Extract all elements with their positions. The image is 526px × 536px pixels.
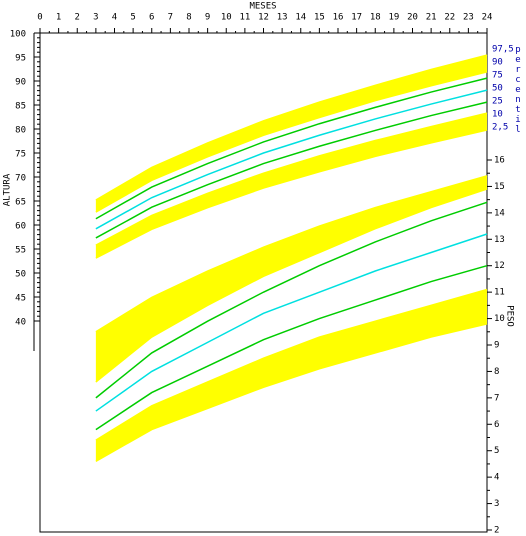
y2-tick-label: 13: [494, 235, 505, 245]
y-tick-label: 95: [15, 54, 26, 64]
y2-tick-label: 14: [494, 208, 505, 218]
x-tick-label: 15: [314, 13, 325, 23]
x-tick-label: 11: [239, 13, 250, 23]
x-tick-label: 18: [370, 13, 381, 23]
x-tick-label: 19: [388, 13, 399, 23]
x-tick-label: 17: [351, 13, 362, 23]
x-tick-label: 4: [112, 13, 117, 23]
percentile-line: [95, 71, 488, 213]
y-tick-label: 75: [15, 150, 26, 160]
x-tick-label: 10: [221, 13, 232, 23]
legend-label: 97,5: [492, 45, 514, 55]
percentile-band: [95, 175, 487, 382]
legend-label: 90: [492, 58, 503, 68]
y2-tick-label: 2: [494, 526, 499, 536]
plot-frame: [39, 32, 488, 533]
percentile-line: [95, 89, 488, 230]
y-tick-label: 60: [15, 222, 26, 232]
y2-tick-label: 8: [494, 367, 499, 377]
y2-tick-label: 16: [494, 156, 505, 166]
legend-label: 2,5: [492, 123, 508, 133]
x-tick-label: 23: [463, 13, 474, 23]
x-tick-label: 2: [75, 13, 80, 23]
x-tick-label: 9: [205, 13, 210, 23]
percentile-line: [95, 233, 488, 412]
legend-label: 25: [492, 97, 503, 107]
x-axis-title: MESES: [249, 2, 276, 12]
percentile-line: [95, 101, 488, 239]
percentile-line: [95, 54, 488, 201]
percentile-band: [95, 113, 487, 259]
y2-tick-label: 5: [494, 446, 499, 456]
x-tick-label: 20: [407, 13, 418, 23]
percentile-line: [95, 288, 488, 441]
x-tick-label: 7: [168, 13, 173, 23]
legend-label: 75: [492, 71, 503, 81]
y-tick-label: 80: [15, 126, 26, 136]
x-tick-label: 12: [258, 13, 269, 23]
percentile-band: [95, 55, 487, 213]
legend-label: 10: [492, 110, 503, 120]
x-tick-label: 0: [37, 13, 42, 23]
x-tick-label: 22: [444, 13, 455, 23]
y2-tick-label: 15: [494, 182, 505, 192]
percentile-line: [95, 201, 488, 399]
x-tick-label: 13: [277, 13, 288, 23]
y-tick-label: 70: [15, 174, 26, 184]
y2-axis-title: PESO: [505, 305, 515, 327]
x-tick-label: 6: [149, 13, 154, 23]
percentile-line: [95, 175, 488, 333]
y-tick-label: 100: [10, 30, 26, 40]
legend-label: 50: [492, 84, 503, 94]
percentile-line: [95, 323, 488, 462]
percentile-band: [95, 289, 487, 462]
y-axis-title: ALTURA: [3, 173, 13, 206]
x-tick-label: 1: [56, 13, 61, 23]
y-tick-label: 65: [15, 198, 26, 208]
percentile-line: [95, 112, 488, 246]
y-tick-label: 55: [15, 246, 26, 256]
x-tick-label: 14: [295, 13, 306, 23]
y2-tick-label: 4: [494, 473, 499, 483]
percentile-line: [95, 129, 488, 259]
x-tick-label: 3: [93, 13, 98, 23]
y-tick-label: 90: [15, 78, 26, 88]
y2-tick-label: 7: [494, 393, 499, 403]
x-tick-label: 21: [426, 13, 437, 23]
x-tick-label: 16: [333, 13, 344, 23]
y2-tick-label: 12: [494, 261, 505, 271]
x-tick-label: 5: [130, 13, 135, 23]
y2-tick-label: 3: [494, 499, 499, 509]
y-tick-label: 50: [15, 270, 26, 280]
percentile-line: [95, 188, 488, 383]
x-tick-label: 24: [482, 13, 493, 23]
y2-tick-label: 6: [494, 420, 499, 430]
y-tick-label: 45: [15, 294, 26, 304]
y2-tick-label: 11: [494, 288, 505, 298]
y-tick-label: 85: [15, 102, 26, 112]
y-tick-label: 40: [15, 318, 26, 328]
y2-tick-label: 10: [494, 314, 505, 324]
x-tick-label: 8: [186, 13, 191, 23]
percentile-line: [95, 264, 488, 431]
y2-tick-label: 9: [494, 341, 499, 351]
percentile-line: [95, 77, 488, 220]
